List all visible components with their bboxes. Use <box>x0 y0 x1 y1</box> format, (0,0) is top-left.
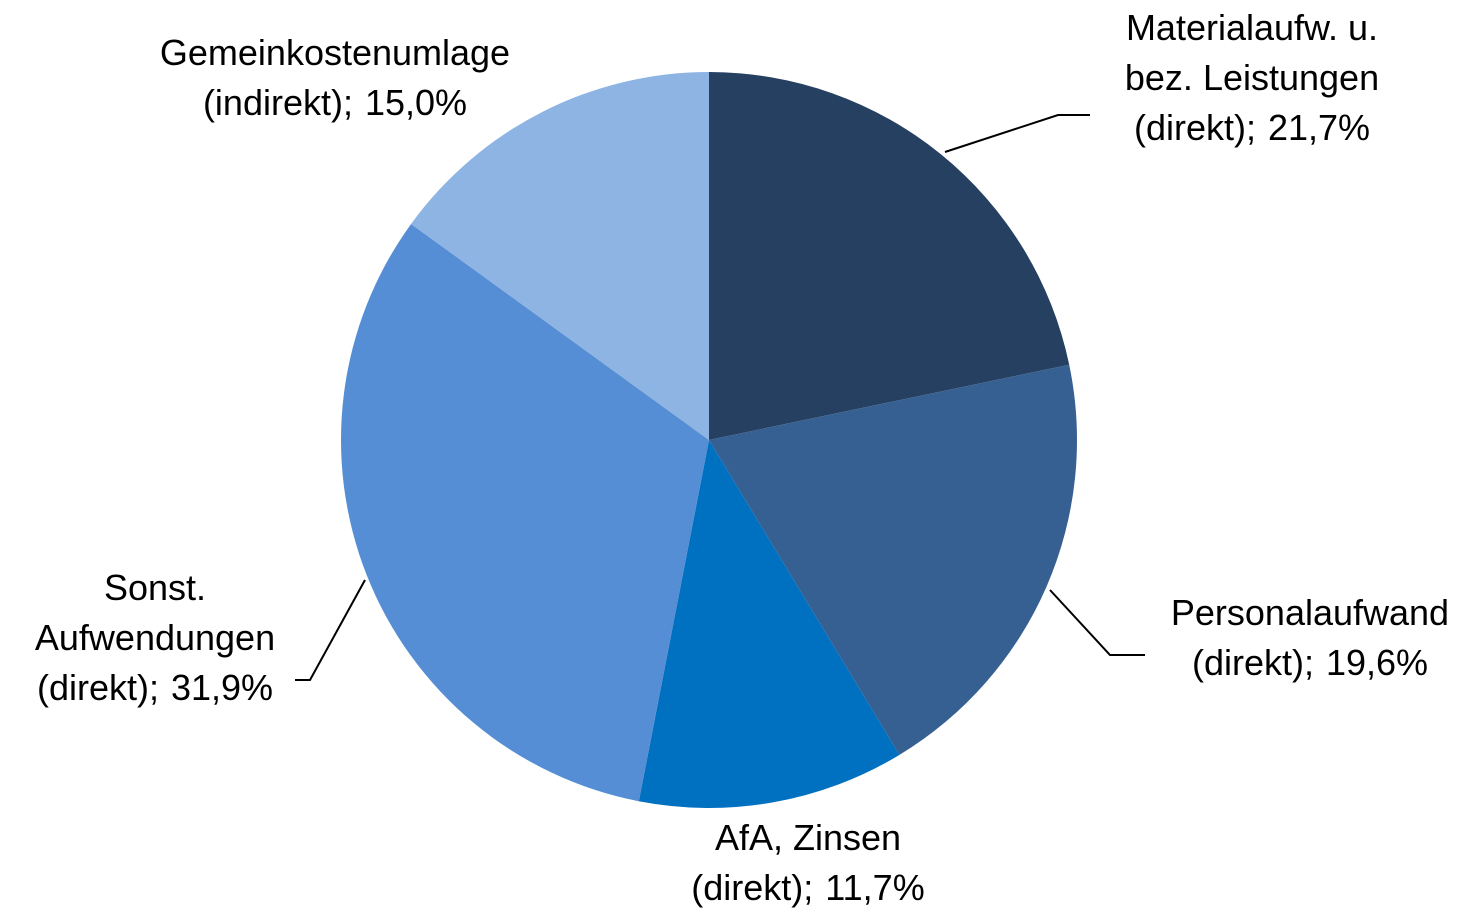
category-label: Aufwendungen <box>35 617 275 658</box>
category-label: (direkt); <box>37 667 159 708</box>
label-line: Gemeinkostenumlage <box>160 32 510 73</box>
label-line: (indirekt); 15,0% <box>203 82 467 123</box>
pie-slice <box>709 364 1077 755</box>
label-line: bez. Leistungen <box>1125 57 1379 98</box>
slice-label: Materialaufw. u. bez. Leistungen (direkt);… <box>1125 7 1379 148</box>
category-label: (direkt); <box>1134 107 1256 148</box>
label-line: Personalaufwand <box>1171 592 1449 633</box>
category-label: AfA, Zinsen <box>715 817 901 858</box>
category-label: (indirekt); <box>203 82 353 123</box>
leader-line <box>944 114 1090 153</box>
slice-label: AfA, Zinsen (direkt); 11,7% <box>691 817 924 908</box>
pie-slice <box>340 223 709 802</box>
label-line: Materialaufw. u. <box>1126 7 1378 48</box>
label-line: (direkt); 31,9% <box>37 667 273 708</box>
leader-line <box>295 579 366 681</box>
slice-label: Gemeinkostenumlage (indirekt); 15,0% <box>160 32 510 123</box>
value-label: 15,0% <box>365 82 467 123</box>
category-label: Personalaufwand <box>1171 592 1449 633</box>
leader-lines <box>295 114 1145 681</box>
category-label: (direkt); <box>1192 642 1314 683</box>
value-label: 31,9% <box>171 667 273 708</box>
category-label: Materialaufw. u. <box>1126 7 1378 48</box>
label-line: (direkt); 11,7% <box>691 867 924 908</box>
label-line: (direkt); 21,7% <box>1134 107 1370 148</box>
pie-slice <box>638 440 900 808</box>
category-label: (direkt); <box>691 867 813 908</box>
category-label: Gemeinkostenumlage <box>160 32 510 73</box>
value-label: 19,6% <box>1326 642 1428 683</box>
value-label: 11,7% <box>825 867 924 908</box>
category-label: bez. Leistungen <box>1125 57 1379 98</box>
label-line: Sonst. <box>104 567 206 608</box>
label-line: (direkt); 19,6% <box>1192 642 1428 683</box>
value-label: 21,7% <box>1268 107 1370 148</box>
slice-label: Personalaufwand (direkt); 19,6% <box>1171 592 1449 683</box>
slice-label: Sonst. Aufwendungen (direkt); 31,9% <box>35 567 275 708</box>
label-line: AfA, Zinsen <box>715 817 901 858</box>
pie-slice <box>411 72 709 440</box>
label-line: Aufwendungen <box>35 617 275 658</box>
category-label: Sonst. <box>104 567 206 608</box>
pie-slice <box>709 72 1070 440</box>
leader-line <box>1049 589 1145 656</box>
